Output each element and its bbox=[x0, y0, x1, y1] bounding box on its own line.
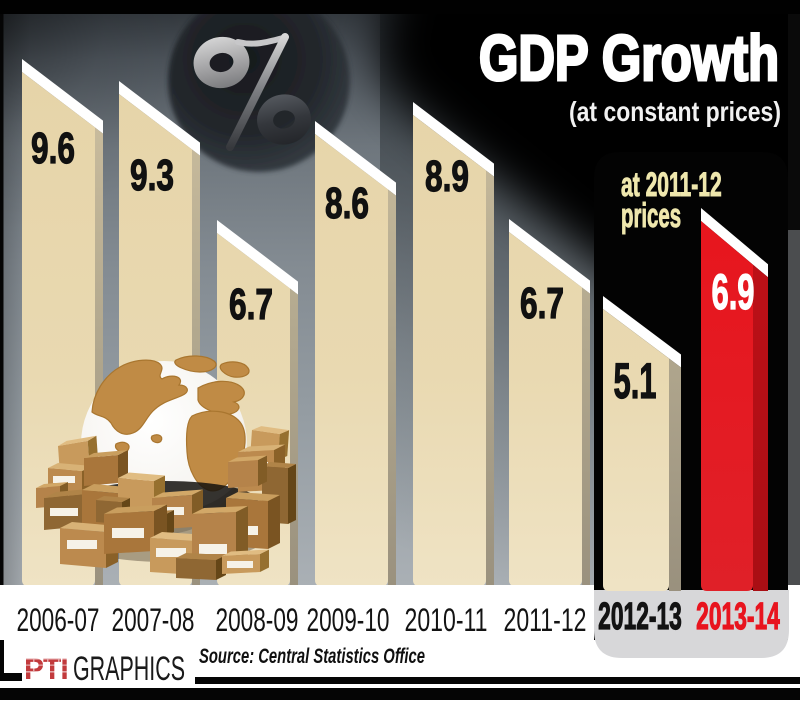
svg-text:GDP Growth: GDP Growth bbox=[479, 22, 779, 94]
svg-text:9.6: 9.6 bbox=[31, 124, 75, 173]
svg-text:2013-14: 2013-14 bbox=[696, 595, 780, 637]
svg-text:PTI: PTI bbox=[24, 653, 68, 686]
svg-text:GRAPHICS: GRAPHICS bbox=[73, 650, 185, 688]
svg-text:6.7: 6.7 bbox=[229, 280, 273, 329]
svg-text:8.9: 8.9 bbox=[425, 152, 469, 201]
svg-text:2011-12: 2011-12 bbox=[504, 602, 587, 638]
svg-text:at 2011-12: at 2011-12 bbox=[621, 165, 722, 203]
svg-text:prices: prices bbox=[621, 197, 681, 235]
svg-text:Source: Central Statistics Off: Source: Central Statistics Office bbox=[199, 645, 425, 668]
svg-text:6.9: 6.9 bbox=[711, 263, 754, 319]
svg-text:5.1: 5.1 bbox=[613, 352, 656, 408]
svg-text:8.6: 8.6 bbox=[325, 179, 369, 228]
svg-text:2010-11: 2010-11 bbox=[405, 602, 488, 638]
svg-text:2009-10: 2009-10 bbox=[307, 602, 390, 638]
svg-text:(at constant prices): (at constant prices) bbox=[569, 96, 781, 127]
svg-text:2012-13: 2012-13 bbox=[598, 595, 682, 637]
svg-text:9.3: 9.3 bbox=[130, 151, 174, 200]
svg-text:6.7: 6.7 bbox=[520, 279, 564, 328]
svg-text:2007-08: 2007-08 bbox=[112, 602, 195, 638]
svg-text:2006-07: 2006-07 bbox=[17, 602, 100, 638]
svg-text:2008-09: 2008-09 bbox=[216, 602, 299, 638]
